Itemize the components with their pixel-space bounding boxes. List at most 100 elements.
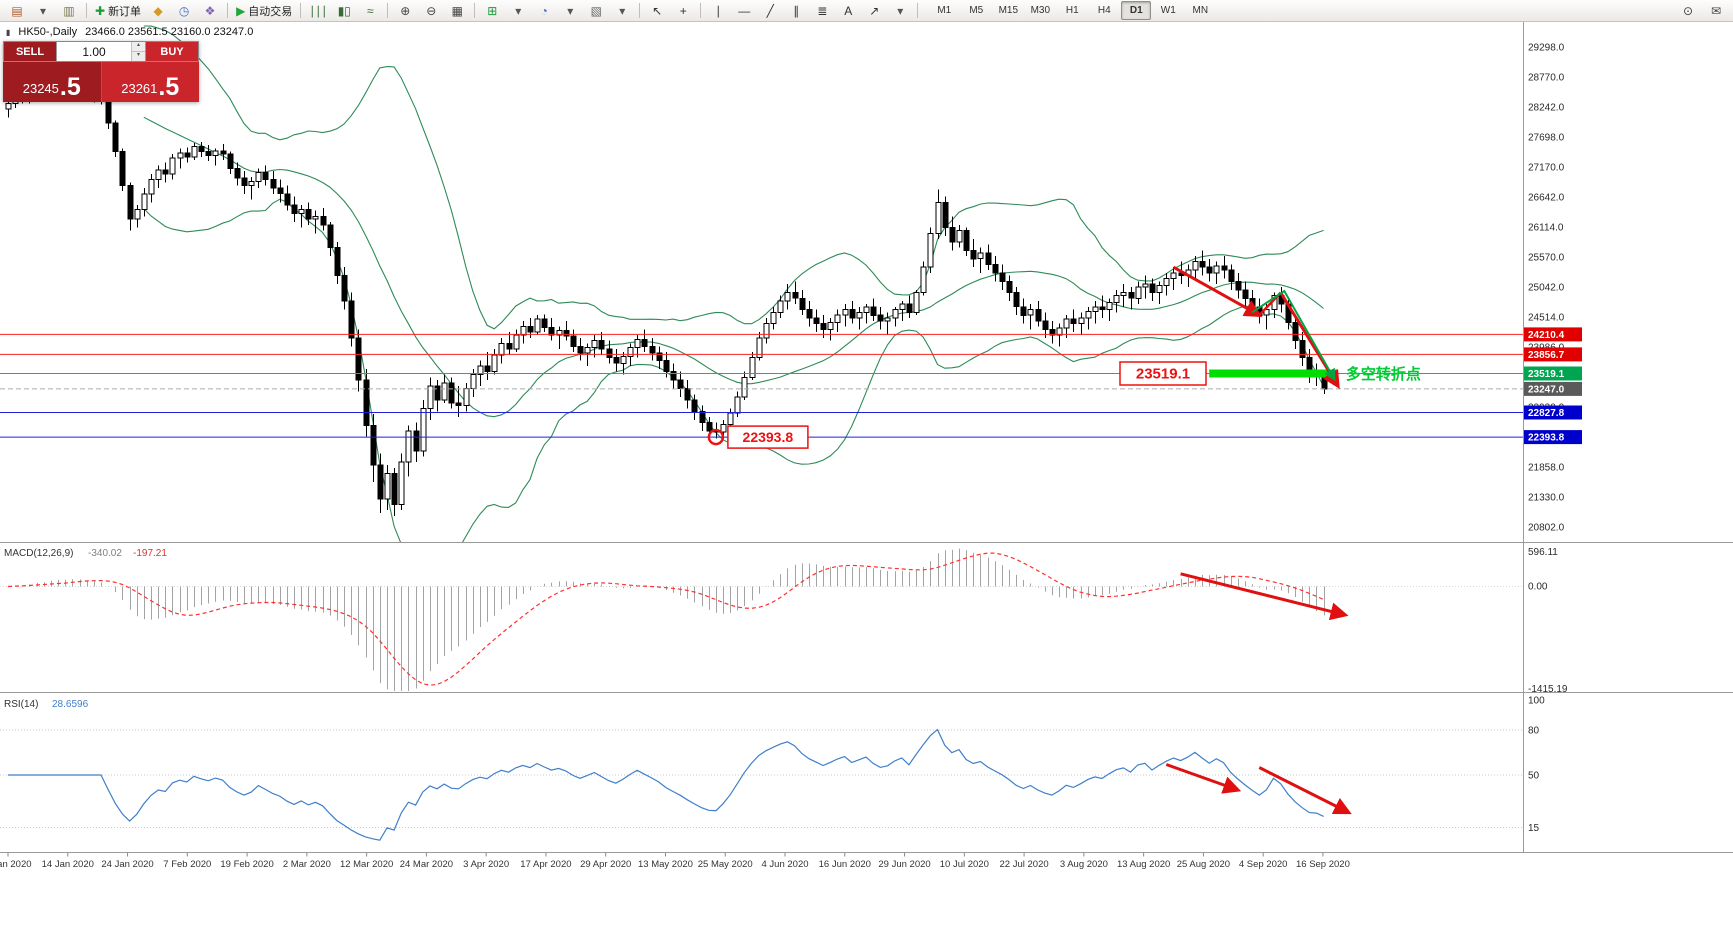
support-circle-marker[interactable] <box>707 428 725 446</box>
period-icon-glyph: ◔ <box>540 3 548 18</box>
macd-axis-label: 596.11 <box>1528 547 1558 558</box>
crosshair-icon[interactable]: + <box>670 1 696 21</box>
data-window-icon[interactable]: ◷ <box>171 1 197 21</box>
period-dropdown-icon-glyph: ▾ <box>567 3 574 18</box>
new-order-button[interactable]: ✚ 新订单 <box>91 1 145 21</box>
cursor-icon[interactable]: ↖ <box>644 1 670 21</box>
date-label: 10 Jul 2020 <box>940 859 989 870</box>
price-tag-label: 23519.1 <box>1528 369 1565 380</box>
template-dropdown-icon[interactable]: ▾ <box>609 1 635 21</box>
toolbar-separator <box>474 3 476 18</box>
tile-windows-icon[interactable]: ▦ <box>444 1 470 21</box>
vertical-line-icon[interactable]: ∣ <box>705 1 731 21</box>
price-tag <box>1524 430 1582 445</box>
date-label: 29 Apr 2020 <box>580 859 631 870</box>
date-label: 3 Apr 2020 <box>463 859 509 870</box>
date-label: 2 Mar 2020 <box>283 859 331 870</box>
date-label: 24 Jan 2020 <box>101 859 153 870</box>
arrows-icon[interactable]: ↗ <box>861 1 887 21</box>
period-icon[interactable]: ◔ <box>531 1 557 21</box>
profiles-icon[interactable]: ▥ <box>56 1 82 21</box>
line-chart-icon[interactable]: ≈ <box>357 1 383 21</box>
chart-drawings[interactable]: 23519.1 多空转折点 22393.8 <box>707 265 1421 815</box>
bars-chart-icon[interactable]: ∣∣∣ <box>305 1 331 21</box>
template-icon[interactable]: ▧ <box>583 1 609 21</box>
toolbar-separator <box>300 3 302 18</box>
market-watch-icon[interactable]: ◆ <box>145 1 171 21</box>
cursor-icon-glyph: ↖ <box>652 3 663 18</box>
zoom-in-icon[interactable]: ⊕ <box>392 1 418 21</box>
period-dropdown-icon[interactable]: ▾ <box>557 1 583 21</box>
date-label: 22 Jul 2020 <box>1000 859 1049 870</box>
chat-icon[interactable]: ✉ <box>1703 1 1729 21</box>
timeframe-m5[interactable]: M5 <box>969 5 984 16</box>
horizontal-line-icon[interactable]: ― <box>731 1 757 21</box>
volume-up-button[interactable]: ▴ <box>132 42 145 52</box>
autotrading-button[interactable]: ▶ 自动交易 <box>232 1 296 21</box>
trendline-icon[interactable]: ╱ <box>757 1 783 21</box>
channel-icon-glyph: ∥ <box>793 3 800 18</box>
template-dropdown-icon-glyph: ▾ <box>619 3 626 18</box>
price-tag <box>1524 366 1582 381</box>
indicators-dropdown-icon[interactable]: ▾ <box>505 1 531 21</box>
time-axis: 2 Jan 2020 14 Jan 2020 24 Jan 2020 7 Feb 20… <box>0 852 1350 870</box>
toolbar-separator <box>917 3 919 18</box>
macd-signal-line <box>7 552 1324 686</box>
rsi-axis-label: 100 <box>1528 696 1545 707</box>
trend-arrow[interactable] <box>1251 289 1336 382</box>
timeframe-m30[interactable]: M30 <box>1030 5 1051 16</box>
buy-button[interactable]: BUY <box>146 42 198 61</box>
autotrading-button-glyph: ▶ <box>236 3 246 18</box>
zoom-out-icon[interactable]: ⊖ <box>418 1 444 21</box>
search-icon[interactable]: ⊙ <box>1675 1 1701 21</box>
chart-dropdown-icon[interactable]: ▾ <box>30 1 56 21</box>
candles-chart-icon[interactable]: ▮▯ <box>331 1 357 21</box>
template-icon-glyph: ▧ <box>590 3 602 18</box>
chart-canvas[interactable]: 29298.0 28770.0 28242.0 27698.0 27170.0 26642… <box>0 22 1733 944</box>
new-chart-icon[interactable]: ▤ <box>4 1 30 21</box>
text-icon[interactable]: A <box>835 1 861 21</box>
timeframe-m15[interactable]: M15 <box>998 5 1019 16</box>
timeframe-h4[interactable]: H4 <box>1097 5 1111 16</box>
horizontal-line-icon-glyph: ― <box>738 3 751 18</box>
date-label: 4 Jun 2020 <box>762 859 809 870</box>
timeframe-w1[interactable]: W1 <box>1160 5 1176 16</box>
timeframe-m1[interactable]: M1 <box>937 5 952 16</box>
buy-price[interactable]: 23261 .5 <box>101 62 199 102</box>
line-chart-icon-glyph: ≈ <box>367 3 374 18</box>
timeframe-group: M1 M5 M15 M30 H1 H4 D1 W1 MN <box>928 1 1216 20</box>
price-tag <box>1524 327 1582 342</box>
trade-controls-row: SELL ▴ ▾ BUY <box>3 41 199 62</box>
date-label: 14 Jan 2020 <box>42 859 94 870</box>
chart-area[interactable]: 29298.0 28770.0 28242.0 27698.0 27170.0 26642… <box>0 22 1733 944</box>
volume-down-button[interactable]: ▾ <box>132 52 145 61</box>
turning-point-label-box[interactable] <box>1119 361 1207 386</box>
turning-point-price-text: 23519.1 <box>1136 365 1190 382</box>
navigator-icon[interactable]: ❖ <box>197 1 223 21</box>
volume-input[interactable] <box>57 42 131 61</box>
candlestick-series <box>5 75 1328 516</box>
sell-button[interactable]: SELL <box>4 42 56 61</box>
shapes-dropdown-icon-glyph: ▾ <box>897 3 904 18</box>
chart-dropdown-icon-glyph: ▾ <box>39 3 47 18</box>
timeframe-h1[interactable]: H1 <box>1065 5 1079 16</box>
trend-arrow[interactable] <box>1180 572 1349 621</box>
turning-point-highlight[interactable] <box>1209 369 1338 378</box>
fibonacci-icon[interactable]: ≣ <box>809 1 835 21</box>
shapes-dropdown-icon[interactable]: ▾ <box>887 1 913 21</box>
volume-spinner: ▴ ▾ <box>131 42 145 61</box>
channel-icon[interactable]: ∥ <box>783 1 809 21</box>
volume-control: ▴ ▾ <box>56 42 146 61</box>
macd-axis-label: 0.00 <box>1528 582 1548 593</box>
trend-arrow[interactable] <box>1258 766 1352 815</box>
price-axis-label: 21858.0 <box>1528 463 1565 474</box>
timeframe-d1[interactable]: D1 <box>1121 1 1152 20</box>
rsi-line <box>8 728 1324 841</box>
sell-price[interactable]: 23245 .5 <box>3 62 101 102</box>
trend-arrow[interactable] <box>1165 763 1242 794</box>
timeframe-mn[interactable]: MN <box>1192 5 1209 16</box>
support-label-box[interactable] <box>727 425 809 449</box>
trend-arrow[interactable] <box>1172 265 1263 317</box>
indicators-add-icon[interactable]: ⊞ <box>479 1 505 21</box>
price-axis-label: 21330.0 <box>1528 493 1565 504</box>
